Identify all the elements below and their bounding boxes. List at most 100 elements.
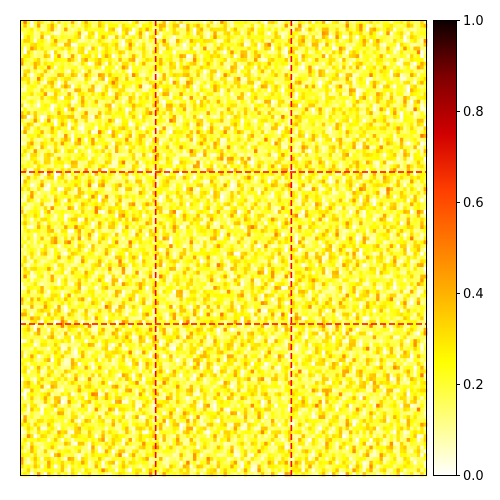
heatmap-cell (338, 118, 343, 123)
heatmap-cell (26, 175, 31, 180)
heatmap-cell (304, 39, 309, 44)
heatmap-cell (247, 103, 252, 108)
heatmap-cell (30, 118, 34, 123)
heatmap-cell (420, 134, 425, 139)
heatmap-cell (260, 77, 265, 82)
heatmap-cell (243, 160, 248, 165)
heatmap-cell (206, 134, 211, 139)
heatmap-cell (355, 118, 360, 123)
heatmap-cell (247, 172, 252, 177)
heatmap-cell (250, 54, 255, 59)
heatmap-cell (274, 126, 279, 131)
heatmap-cell (189, 175, 194, 180)
heatmap-cell (382, 96, 387, 101)
heatmap-cell (77, 156, 82, 161)
heatmap-cell (40, 50, 45, 55)
heatmap-cell (172, 58, 177, 63)
heatmap-cell (342, 99, 346, 104)
heatmap-cell (81, 77, 85, 82)
heatmap-cell (186, 20, 190, 25)
heatmap-cell (257, 58, 262, 63)
heatmap-cell (287, 141, 292, 146)
heatmap-cell (84, 115, 89, 120)
heatmap-cell (148, 31, 153, 36)
heatmap-cell (294, 164, 299, 169)
heatmap-cell (270, 65, 275, 70)
heatmap-cell (206, 149, 211, 154)
heatmap-cell (142, 137, 146, 142)
heatmap-cell (108, 145, 112, 150)
heatmap-cell (406, 164, 411, 169)
heatmap-cell (203, 69, 207, 74)
heatmap-cell (199, 168, 204, 173)
heatmap-cell (165, 103, 170, 108)
heatmap-cell (240, 92, 245, 97)
heatmap-cell (189, 65, 194, 70)
heatmap-cell (101, 39, 106, 44)
heatmap-cell (270, 149, 275, 154)
heatmap-cell (128, 42, 133, 47)
heatmap-cells (20, 20, 428, 477)
heatmap-cell (186, 164, 190, 169)
heatmap-cell (254, 115, 258, 120)
heatmap-cell (182, 126, 187, 131)
heatmap-cell (315, 164, 319, 169)
heatmap-cell (53, 92, 58, 97)
heatmap-cell (321, 130, 326, 135)
heatmap-cell (382, 61, 387, 66)
heatmap-cell (57, 172, 62, 177)
heatmap-cell (172, 111, 177, 116)
heatmap-cell (233, 141, 238, 146)
heatmap-cell (257, 99, 262, 104)
heatmap-cell (396, 73, 401, 78)
heatmap-cell (176, 58, 180, 63)
heatmap-cell (91, 153, 96, 158)
heatmap-cell (98, 160, 102, 165)
heatmap-cell (382, 168, 387, 173)
heatmap-cell (142, 164, 146, 169)
heatmap-cell (36, 126, 41, 131)
heatmap-cell (382, 145, 387, 150)
heatmap-cell (206, 130, 211, 135)
heatmap-cell (240, 111, 245, 116)
heatmap-cell (230, 35, 235, 40)
heatmap-cell (179, 31, 184, 36)
heatmap-cell (281, 58, 285, 63)
heatmap-cell (376, 156, 380, 161)
heatmap-cell (186, 160, 190, 165)
heatmap-cell (196, 160, 201, 165)
heatmap-cell (355, 20, 360, 25)
heatmap-cell (233, 130, 238, 135)
heatmap-cell (87, 61, 92, 66)
heatmap-cell (70, 65, 75, 70)
heatmap-cell (348, 20, 353, 25)
heatmap-cell (148, 115, 153, 120)
heatmap-cell (325, 149, 330, 154)
heatmap-cell (152, 96, 157, 101)
heatmap-cell (311, 156, 316, 161)
heatmap-cell (36, 141, 41, 146)
heatmap-cell (64, 137, 68, 142)
heatmap-cell (81, 145, 85, 150)
heatmap-cell (165, 92, 170, 97)
heatmap-cell (416, 65, 421, 70)
heatmap-cell (328, 35, 333, 40)
heatmap-cell (243, 69, 248, 74)
heatmap-cell (410, 46, 414, 51)
heatmap-cell (237, 118, 241, 123)
heatmap-cell (274, 50, 279, 55)
heatmap-cell (281, 145, 285, 150)
heatmap-cell (111, 42, 116, 47)
heatmap-cell (148, 77, 153, 82)
heatmap-cell (274, 23, 279, 28)
heatmap-cell (399, 107, 404, 112)
heatmap-cell (270, 111, 275, 116)
heatmap-cell (359, 20, 363, 25)
heatmap-cell (159, 115, 163, 120)
heatmap-cell (87, 99, 92, 104)
heatmap-cell (247, 39, 252, 44)
heatmap-cell (389, 103, 394, 108)
heatmap-cell (138, 99, 143, 104)
heatmap-cell (84, 23, 89, 28)
heatmap-cell (135, 61, 140, 66)
